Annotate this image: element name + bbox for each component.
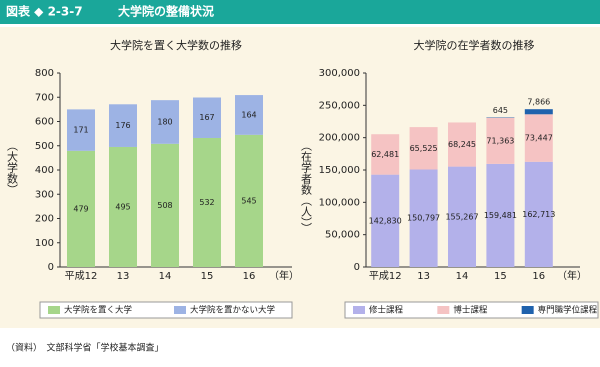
value-label: 479 [73,204,88,213]
value-label: 62,481 [371,150,399,159]
x-unit: （年） [269,269,299,282]
y-axis-label: （大学数） [6,140,19,195]
y-tick-label: 0 [354,262,360,273]
y-tick-label: 500 [35,141,54,152]
value-label: 176 [115,121,130,130]
value-label: 162,713 [522,210,555,219]
legend-label: 大学院を置く大学 [64,305,133,316]
x-tick-label: 16 [532,271,545,282]
value-label: 71,363 [486,136,514,145]
value-label: 508 [157,201,172,210]
value-label: 645 [493,106,508,115]
header-label: 図表 ◆ 2-3-7 [6,4,83,19]
value-label: 164 [241,110,256,119]
x-tick-label: 15 [201,271,214,282]
x-tick-label: 14 [456,271,469,282]
chart-title: 大学院を置く大学数の推移 [110,38,242,52]
chart-title: 大学院の在学者数の推移 [414,38,535,52]
legend-swatch [522,306,534,314]
source: （資料） 文部科学省「学校基本調査」 [6,342,164,354]
value-label: 167 [199,113,214,122]
value-label: 65,525 [410,144,438,153]
y-tick-label: 800 [35,68,54,79]
y-tick-label: 300,000 [319,68,360,79]
x-tick-label: 15 [494,271,507,282]
y-tick-label: 250,000 [319,100,360,111]
y-axis-label: （在学者数（人）） [300,140,313,234]
legend-swatch [48,306,60,314]
y-tick-label: 150,000 [319,165,360,176]
y-tick-label: 200,000 [319,133,360,144]
y-tick-label: 0 [48,262,54,273]
y-tick-label: 300 [35,189,54,200]
y-tick-label: 200 [35,214,54,225]
legend-label: 博士課程 [453,305,488,316]
legend-label: 大学院を置かない大学 [190,305,276,316]
value-label: 73,447 [525,134,553,143]
header-title: 大学院の整備状況 [118,4,214,19]
y-tick-label: 600 [35,117,54,128]
value-label: 545 [241,196,256,205]
legend-label: 修士課程 [369,305,404,316]
value-label: 68,245 [448,140,476,149]
x-tick-label: 13 [417,271,430,282]
x-tick-label: 平成12 [65,270,98,282]
x-tick-label: 平成12 [369,270,402,282]
value-label: 159,481 [484,211,517,220]
bar-segment [525,109,553,114]
x-tick-label: 14 [159,271,172,282]
legend-swatch [437,306,449,314]
x-unit: （年） [557,269,587,282]
value-label: 532 [199,198,214,207]
value-label: 180 [157,117,172,126]
x-tick-label: 16 [243,271,256,282]
legend-swatch [174,306,186,314]
y-tick-label: 100,000 [319,197,360,208]
y-tick-label: 700 [35,92,54,103]
y-tick-label: 50,000 [325,230,360,241]
x-tick-label: 13 [117,271,130,282]
value-label: 495 [115,202,130,211]
header-bar [0,0,600,24]
y-tick-label: 100 [35,238,54,249]
value-label: 155,267 [445,212,478,221]
value-label: 142,830 [369,216,402,225]
legend-swatch [353,306,365,314]
value-label: 150,797 [407,214,440,223]
value-label: 7,866 [527,98,550,107]
legend-label: 専門職学位課程 [538,305,598,316]
y-tick-label: 400 [35,165,54,176]
value-label: 171 [73,126,88,135]
